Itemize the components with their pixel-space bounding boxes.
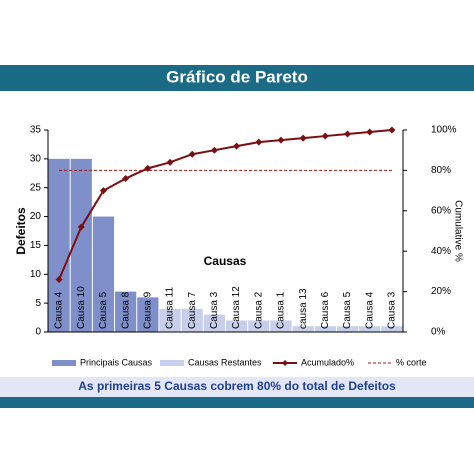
line-marker <box>166 158 174 166</box>
subtitle-band <box>0 377 474 397</box>
bar <box>92 216 115 332</box>
y-tick-label: 5 <box>35 298 41 309</box>
bar <box>115 291 137 332</box>
y2-axis-label: Cumulative % <box>452 200 463 262</box>
bar <box>336 326 359 332</box>
legend-label: Acumulado% <box>301 357 354 367</box>
x-tick-label: Causa 3 <box>209 291 220 329</box>
bar <box>181 308 203 332</box>
y2-tick-label: 80% <box>431 165 451 176</box>
x-tick-label: Causa 10 <box>76 286 87 329</box>
x-tick-label: Causa 5 <box>98 291 109 329</box>
cumulative-line <box>58 129 392 280</box>
line-marker <box>366 128 374 136</box>
bar <box>381 326 403 332</box>
legend-swatch <box>160 360 184 366</box>
y-tick-label: 35 <box>30 125 42 136</box>
chart-title: Gráfico de Pareto <box>166 67 308 86</box>
line-marker <box>99 187 107 195</box>
bar <box>270 320 292 332</box>
bar <box>226 320 248 332</box>
bar <box>137 297 159 332</box>
x-tick-label: Causa 3 <box>387 291 398 329</box>
legend-swatch <box>52 360 76 366</box>
line-marker <box>321 132 329 140</box>
legend-label: % corte <box>396 357 427 367</box>
x-tick-label: Causa 1 <box>276 291 287 329</box>
line-marker <box>344 130 352 138</box>
y-axis-label: Defeitos <box>14 207 28 255</box>
legend-label: Principais Causas <box>80 357 153 367</box>
subtitle: As primeiras 5 Causas cobrem 80% do tota… <box>78 379 396 393</box>
bar <box>248 320 270 332</box>
x-tick-label: Causa 11 <box>165 286 176 329</box>
line-marker <box>277 136 285 144</box>
line-marker <box>210 146 218 154</box>
line-marker <box>299 134 307 142</box>
y-tick-label: 30 <box>30 153 42 164</box>
x-tick-label: Causa 4 <box>54 291 65 329</box>
x-tick-label: causa 13 <box>298 288 309 329</box>
y-tick-label: 25 <box>30 182 42 193</box>
footer-band <box>0 397 474 408</box>
x-tick-label: Causa 12 <box>231 286 242 329</box>
x-tick-label: Causa 4 <box>364 291 375 329</box>
legend-label: Causas Restantes <box>188 357 262 367</box>
line-marker <box>255 138 263 146</box>
x-tick-label: Causa 8 <box>120 291 131 329</box>
y2-tick-label: 100% <box>431 125 457 136</box>
bar <box>70 158 92 332</box>
bar <box>203 314 225 332</box>
bar <box>292 326 314 332</box>
x-tick-label: Causa 5 <box>342 291 353 329</box>
bar <box>359 326 381 332</box>
x-axis-label: Causas <box>204 254 247 268</box>
line-marker <box>55 275 63 283</box>
x-tick-label: Causa 2 <box>253 291 264 329</box>
line-marker <box>233 142 241 150</box>
y-tick-label: 15 <box>30 240 42 251</box>
y-tick-label: 20 <box>30 211 42 222</box>
x-tick-label: Causa 7 <box>187 291 198 329</box>
line-marker <box>122 174 130 182</box>
x-tick-label: Causa 6 <box>320 291 331 329</box>
y2-tick-label: 0% <box>431 327 446 338</box>
legend-marker <box>282 360 288 366</box>
y-tick-label: 10 <box>30 269 42 280</box>
bar <box>314 326 336 332</box>
line-marker <box>77 223 85 231</box>
bar <box>48 158 70 332</box>
y2-tick-label: 40% <box>431 246 451 257</box>
y-tick-label: 0 <box>35 327 41 338</box>
y2-tick-label: 60% <box>431 205 451 216</box>
line-marker <box>388 126 396 134</box>
line-marker <box>188 150 196 158</box>
x-tick-label: Causa 9 <box>142 291 153 329</box>
header-band <box>0 65 474 91</box>
y2-tick-label: 20% <box>431 286 451 297</box>
bar <box>159 308 181 332</box>
